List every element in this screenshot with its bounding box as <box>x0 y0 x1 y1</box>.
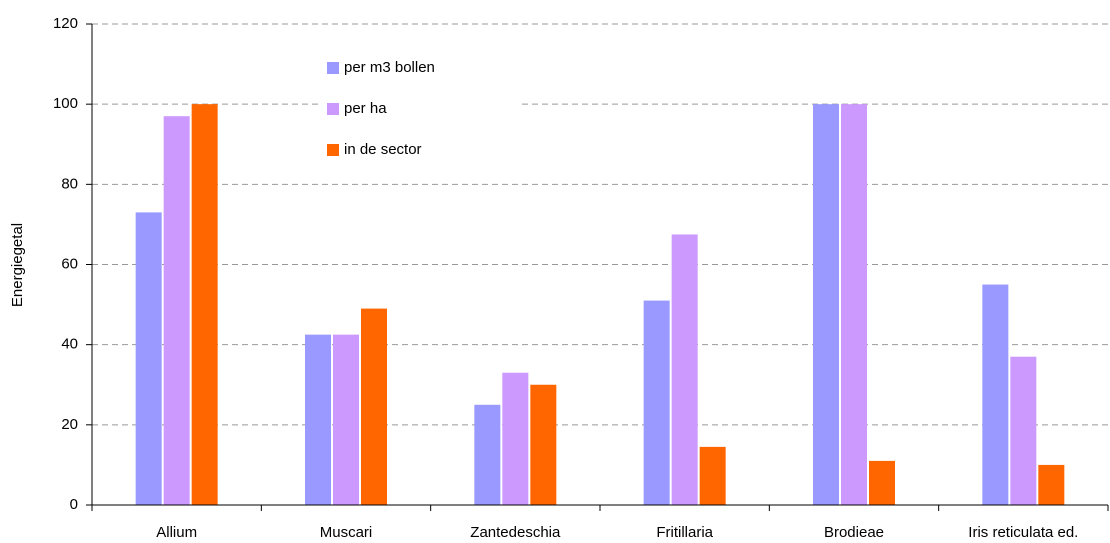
y-tick-label: 120 <box>53 15 78 32</box>
legend-swatch <box>327 144 339 156</box>
x-tick-label: Brodieae <box>824 524 884 541</box>
y-tick-label: 0 <box>70 496 78 513</box>
bar <box>530 384 557 505</box>
legend-label: in de sector <box>344 141 422 158</box>
bar <box>1038 464 1065 505</box>
x-tick-label: Zantedeschia <box>470 524 561 541</box>
bar <box>135 212 162 505</box>
bar <box>869 460 895 505</box>
bar <box>163 116 190 506</box>
bar <box>699 446 726 505</box>
bar <box>502 372 529 505</box>
y-tick-label: 40 <box>61 336 78 353</box>
bar <box>191 104 218 506</box>
bar <box>813 104 839 506</box>
y-axis-label: Energiegetal <box>9 223 26 307</box>
bar <box>841 104 867 506</box>
legend-swatch <box>327 103 339 115</box>
bar <box>982 284 1009 505</box>
y-tick-label: 60 <box>61 255 78 272</box>
bar <box>671 234 698 505</box>
x-tick-label: Allium <box>156 524 197 541</box>
legend-box <box>322 52 522 167</box>
y-tick-label: 20 <box>61 416 78 433</box>
x-tick-label: Fritillaria <box>656 524 713 541</box>
bar <box>305 334 331 505</box>
bar <box>1010 356 1037 505</box>
x-tick-label: Iris reticulata ed. <box>968 524 1078 541</box>
bar <box>474 404 501 505</box>
bar <box>333 334 359 505</box>
bar <box>361 308 387 505</box>
legend-label: per m3 bollen <box>344 59 435 76</box>
x-tick-label: Muscari <box>320 524 373 541</box>
legend-label: per ha <box>344 100 387 117</box>
y-tick-label: 80 <box>61 175 78 192</box>
bar <box>643 300 670 505</box>
legend-swatch <box>327 62 339 74</box>
y-tick-label: 100 <box>53 95 78 112</box>
